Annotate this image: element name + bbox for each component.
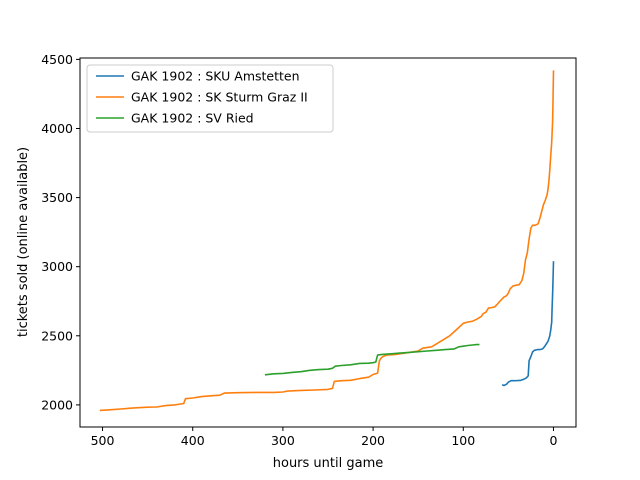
plot-frame	[79, 57, 577, 428]
series-line-3	[264, 343, 480, 376]
legend-label-2: GAK 1902 : SK Sturm Graz II	[131, 90, 308, 105]
x-tick-label: 100	[451, 433, 475, 448]
x-tick-label: 200	[361, 433, 385, 448]
plot-lines	[99, 70, 555, 412]
y-tick-label: 3000	[41, 259, 73, 274]
legend-entries: GAK 1902 : SKU Amstetten GAK 1902 : SK St…	[96, 69, 308, 126]
y-tick-label: 4500	[41, 52, 73, 67]
x-tick-label: 400	[181, 433, 205, 448]
legend-label-3: GAK 1902 : SV Ried	[131, 111, 254, 126]
y-tick-label: 2500	[41, 328, 73, 343]
y-tick-label: 2000	[41, 397, 73, 412]
series-line-2	[99, 70, 555, 412]
y-axis-ticks: 2000 2500 3000 3500 4000 4500	[41, 52, 80, 412]
x-axis-ticks: 500 400 300 200 100 0	[91, 427, 557, 448]
y-axis-label: tickets sold (online available)	[16, 147, 31, 337]
x-tick-label: 0	[549, 433, 557, 448]
legend-box	[86, 64, 334, 133]
x-tick-label: 500	[91, 433, 115, 448]
legend: GAK 1902 : SKU Amstetten GAK 1902 : SK St…	[86, 64, 334, 133]
series-line-1	[501, 261, 555, 387]
x-tick-label: 300	[271, 433, 295, 448]
x-axis-label: hours until game	[273, 456, 384, 471]
y-tick-label: 3500	[41, 190, 73, 205]
y-tick-label: 4000	[41, 121, 73, 136]
legend-label-1: GAK 1902 : SKU Amstetten	[131, 69, 300, 84]
